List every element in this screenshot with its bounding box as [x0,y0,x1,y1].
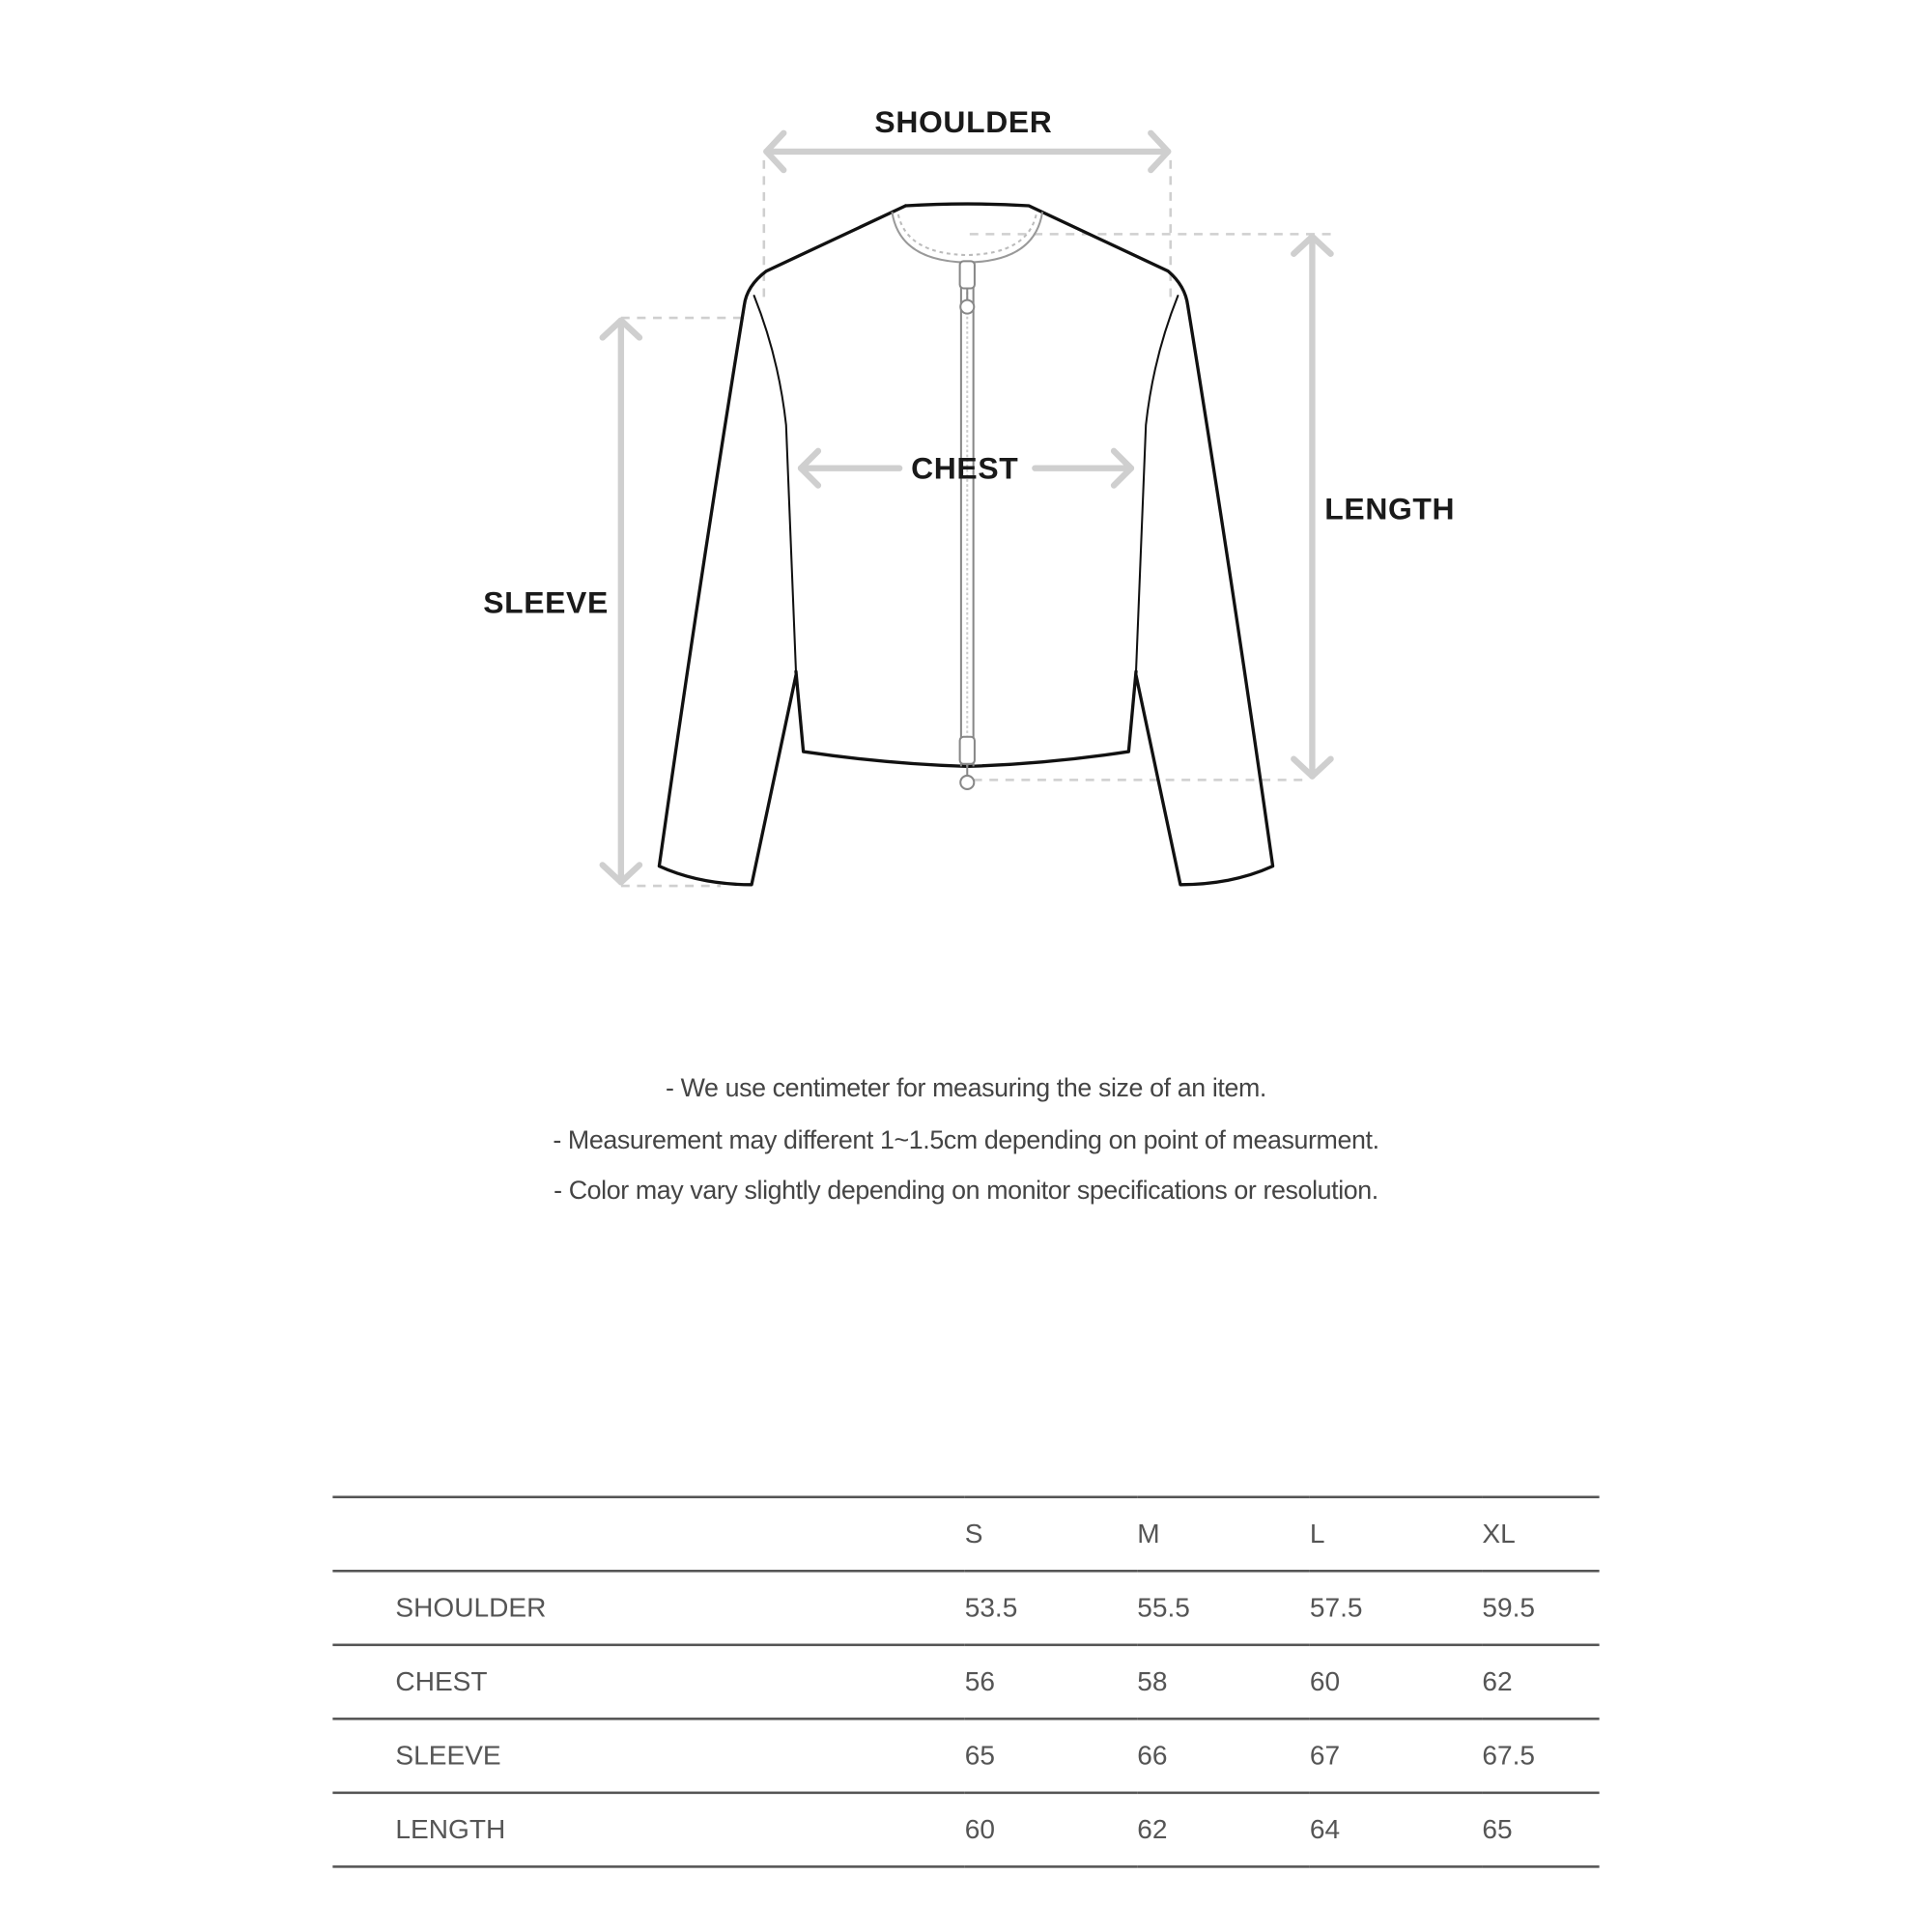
chest-arrow [797,447,1135,489]
table-cell: 62 [1137,1792,1310,1868]
header-cell-l: L [1309,1495,1483,1573]
table-cell: 64 [1309,1792,1483,1868]
header-cell-xl: XL [1482,1495,1600,1573]
table-cell: 57.5 [1309,1571,1483,1647]
table-row: CHEST 56 58 60 62 [332,1644,1600,1720]
table-cell: 59.5 [1482,1571,1600,1647]
zipper-pull-bottom-icon [958,735,976,790]
header-cell-s: S [964,1495,1138,1573]
table-header-row: S M L XL [332,1495,1600,1573]
row-label: SLEEVE [332,1719,965,1795]
table-row: LENGTH 60 62 64 65 [332,1792,1600,1868]
table-cell: 65 [964,1719,1138,1795]
table-cell: 60 [964,1792,1138,1868]
table-cell: 56 [964,1644,1138,1720]
shoulder-label: SHOULDER [874,105,1053,140]
table-cell: 65 [1482,1792,1600,1868]
row-label: LENGTH [332,1792,965,1868]
sleeve-arrow [599,317,643,886]
zipper [958,260,976,790]
measurement-notes: - We use centimeter for measuring the si… [0,1067,1932,1221]
header-cell-empty [332,1495,965,1573]
jacket-measurement-diagram [599,129,1334,888]
row-label: CHEST [332,1644,965,1720]
note-line: - Measurement may different 1~1.5cm depe… [553,1125,1379,1154]
table-cell: 55.5 [1137,1571,1310,1647]
zipper-pull-top-icon [958,260,976,315]
table-cell: 67 [1309,1719,1483,1795]
table-cell: 60 [1309,1644,1483,1720]
measure-arrows [599,129,1334,886]
chest-label: CHEST [911,451,1019,487]
table-cell: 58 [1137,1644,1310,1720]
length-arrow [1291,233,1334,780]
neckline [891,212,1044,264]
length-label: LENGTH [1324,492,1456,527]
note-line: - We use centimeter for measuring the si… [665,1074,1266,1103]
header-cell-m: M [1137,1495,1310,1573]
sleeve-label: SLEEVE [483,585,609,621]
guide-lines [620,159,1331,888]
size-table: S M L XL SHOULDER 53.5 55.5 57.5 59.5 CH… [332,1495,1600,1868]
table-row: SHOULDER 53.5 55.5 57.5 59.5 [332,1571,1600,1647]
note-line: - Color may vary slightly depending on m… [554,1177,1378,1206]
table-row: SLEEVE 65 66 67 67.5 [332,1719,1600,1795]
table-cell: 53.5 [964,1571,1138,1647]
row-label: SHOULDER [332,1571,965,1647]
table-cell: 62 [1482,1644,1600,1720]
table-cell: 66 [1137,1719,1310,1795]
shoulder-arrow [763,129,1172,174]
table-cell: 67.5 [1482,1719,1600,1795]
